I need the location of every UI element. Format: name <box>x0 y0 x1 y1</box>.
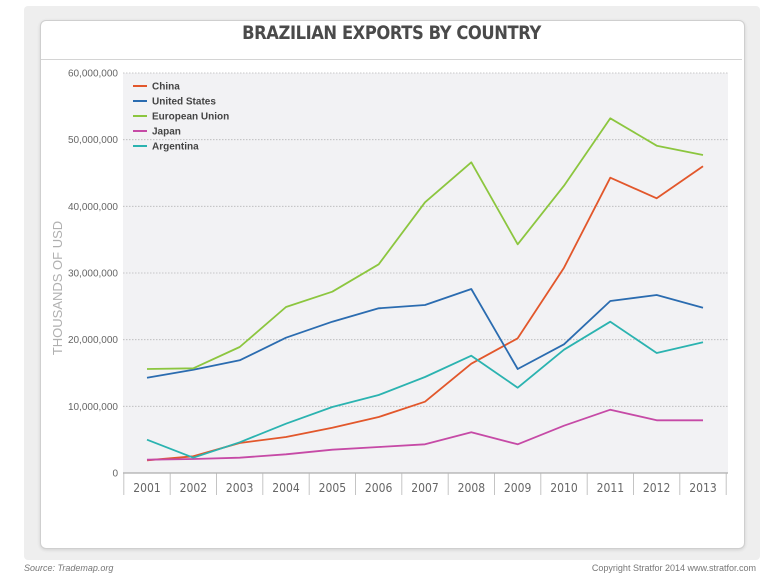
copyright-note: Copyright Stratfor 2014 www.stratfor.com <box>591 563 756 573</box>
x-tick-label: 2010 <box>550 481 578 495</box>
x-tick-label: 2001 <box>133 481 160 495</box>
y-tick-label: 10,000,000 <box>68 402 118 413</box>
x-tick-label: 2004 <box>272 481 300 495</box>
legend-label-argentina: Argentina <box>152 142 199 153</box>
x-tick-label: 2011 <box>597 481 624 495</box>
chart-title: BRAZILIAN EXPORTS BY COUNTRY <box>242 22 541 44</box>
source-note: Source: Trademap.org <box>24 563 114 573</box>
y-tick-label: 60,000,000 <box>68 69 118 80</box>
x-tick-label: 2013 <box>689 481 716 495</box>
y-tick-label: 0 <box>112 469 118 480</box>
x-tick-label: 2002 <box>180 481 207 495</box>
x-tick-label: 2009 <box>504 481 532 495</box>
y-tick-label: 20,000,000 <box>68 335 118 346</box>
x-tick-label: 2003 <box>226 481 253 495</box>
x-tick-label: 2007 <box>411 481 438 495</box>
series-line-european-union <box>146 117 704 370</box>
legend-label-european-union: European Union <box>152 112 229 123</box>
y-tick-label: 50,000,000 <box>68 135 118 146</box>
series-line-japan <box>146 408 703 461</box>
legend-label-japan: Japan <box>152 127 181 138</box>
legend-label-china: China <box>152 82 180 93</box>
y-axis-title: THOUSANDS OF USD <box>50 221 65 355</box>
x-tick-label: 2012 <box>643 481 670 495</box>
y-tick-label: 40,000,000 <box>68 202 118 213</box>
y-tick-label: 30,000,000 <box>68 269 118 280</box>
x-tick-label: 2005 <box>319 481 346 495</box>
legend-label-united-states: United States <box>152 97 216 108</box>
x-tick-label: 2006 <box>365 481 393 495</box>
x-tick-label: 2008 <box>458 481 486 495</box>
title-divider <box>41 59 742 60</box>
series-line-argentina <box>146 320 704 459</box>
series-line-united-states <box>146 288 704 379</box>
